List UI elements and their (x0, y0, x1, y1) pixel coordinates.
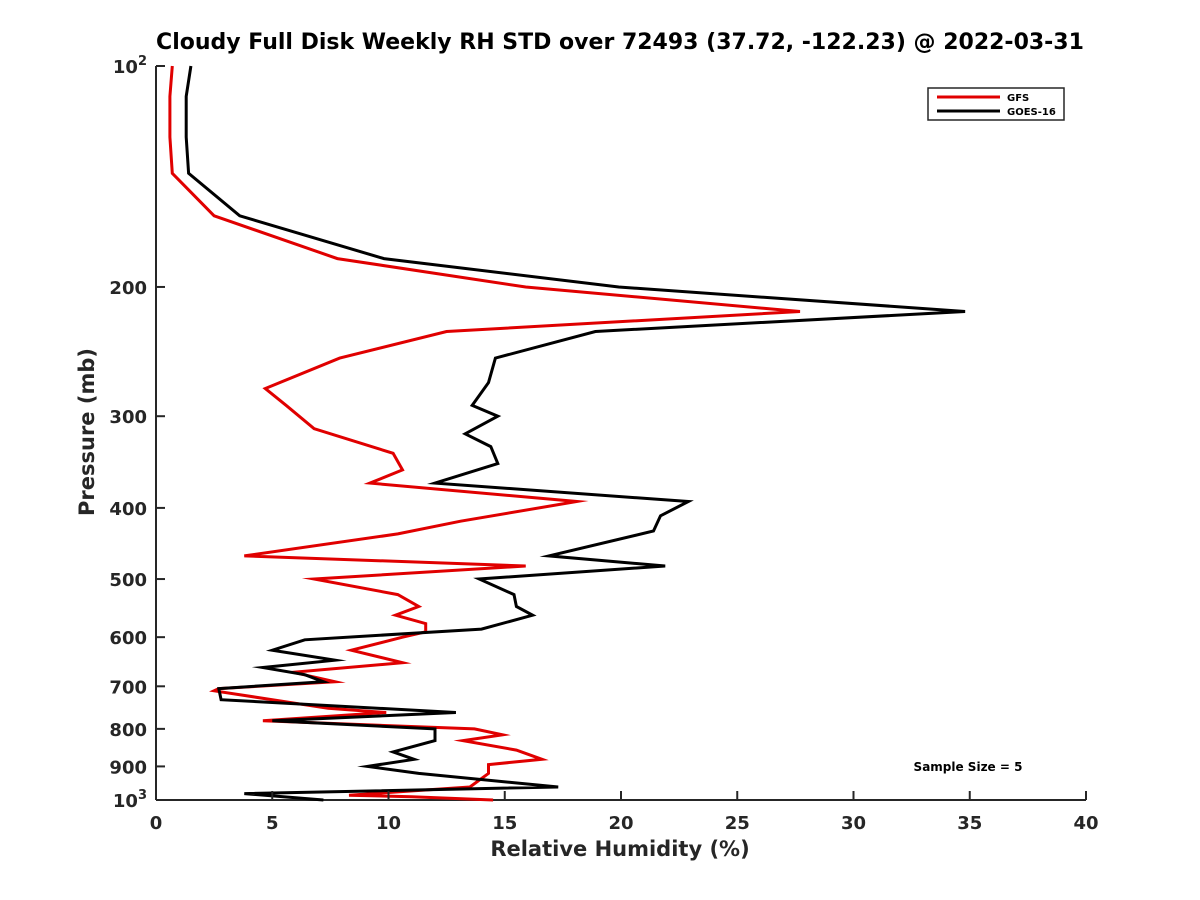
plot-frame (155, 66, 1086, 801)
y-tick-label: 102 (113, 54, 147, 78)
series-line-goes-16 (184, 65, 966, 802)
y-tick-label: 103 (113, 788, 147, 812)
series-layer (168, 65, 966, 802)
y-axis-label: Pressure (mb) (75, 348, 99, 516)
x-tick-label: 40 (1073, 813, 1098, 834)
legend-box (927, 87, 1065, 121)
sample-size-annotation: Sample Size = 5 (914, 760, 1023, 774)
x-tick-label: 0 (150, 813, 163, 834)
x-tick-label: 10 (376, 813, 401, 834)
y-tick-label: 700 (109, 677, 147, 698)
y-tick-label: 800 (109, 720, 147, 741)
x-tick-label: 20 (608, 813, 633, 834)
y-tick-label: 200 (109, 278, 147, 299)
x-tick-label: 5 (266, 813, 279, 834)
y-axis-ticks: 102 200 300 400 500 600 700 800 900 103 (109, 54, 165, 812)
legend-label: GFS (1007, 93, 1029, 104)
x-axis-ticks: 0 5 10 15 20 25 30 35 40 (150, 791, 1099, 834)
x-tick-label: 30 (841, 813, 866, 834)
x-axis-label: Relative Humidity (%) (490, 837, 749, 861)
legend: GFS GOES-16 (927, 87, 1065, 121)
series-line-gfs (168, 65, 801, 802)
y-tick-label: 400 (109, 499, 147, 520)
y-tick-label: 500 (109, 570, 147, 591)
x-tick-label: 15 (492, 813, 517, 834)
y-tick-label: 600 (109, 628, 147, 649)
y-tick-label: 300 (109, 407, 147, 428)
x-tick-label: 25 (725, 813, 750, 834)
legend-label: GOES-16 (1007, 107, 1056, 118)
y-tick-label: 900 (109, 757, 147, 778)
chart-title: Cloudy Full Disk Weekly RH STD over 7249… (156, 30, 1084, 55)
x-tick-label: 35 (957, 813, 982, 834)
